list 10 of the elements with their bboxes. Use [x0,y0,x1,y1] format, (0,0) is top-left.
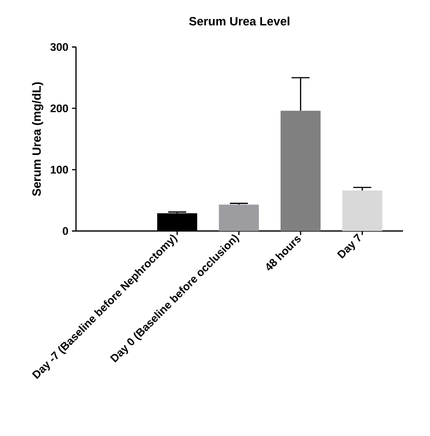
bar [280,110,321,231]
chart-title: Serum Urea Level [189,16,290,26]
y-tick-label: 300 [50,43,68,51]
bar [342,190,382,231]
y-tick-label: 200 [50,104,68,112]
y-tick-label: 100 [50,166,68,174]
y-axis-title: Serum Urea (mg/dL) [32,82,44,196]
x-tick-label: Day 7 [336,233,360,259]
bar [218,204,259,231]
y-tick-label: 0 [62,227,68,235]
